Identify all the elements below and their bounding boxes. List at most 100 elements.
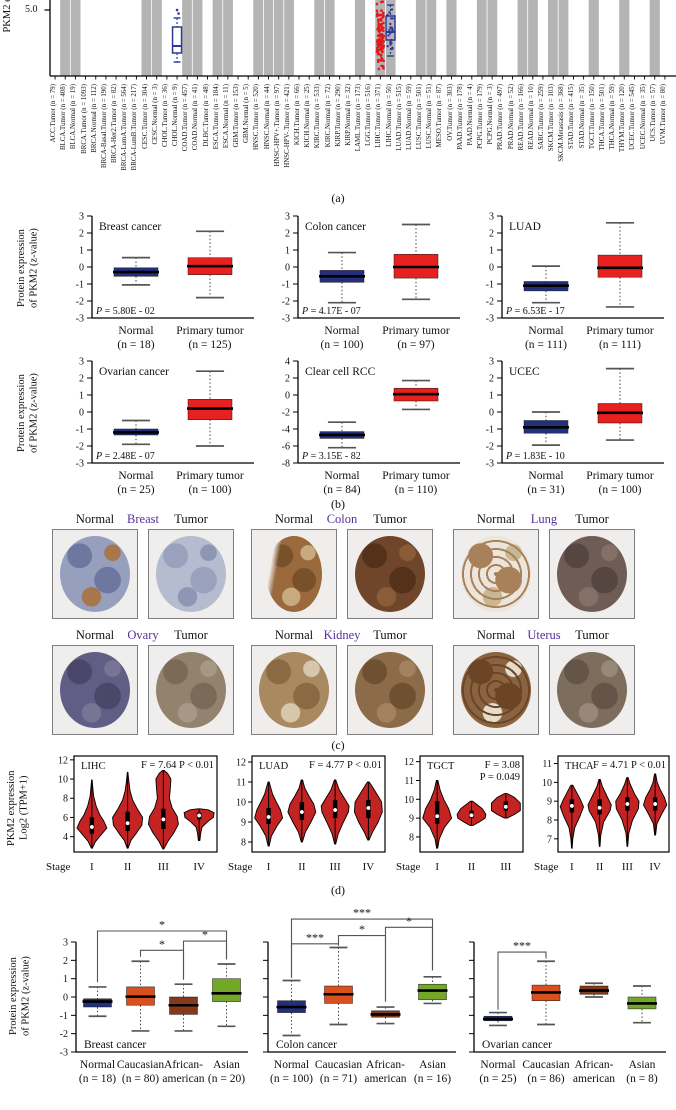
panel-a-x-tick-label: LIHC.Normal (n = 50) <box>385 84 393 147</box>
panel-a-x-tick-label: GBM.Normal (n = 5) <box>243 84 251 144</box>
panel-e-subplot-ovarian-cancer: *** Ovarian cancer Normal (n = 25) Caucasian… <box>462 896 672 1096</box>
svg-text:THCA: THCA <box>565 761 594 772</box>
svg-text:TGCT: TGCT <box>427 761 455 772</box>
panel-a-x-tick-label: BLCA.Tumor (n = 408) <box>60 84 68 151</box>
svg-text:P = 5.80E - 02: P = 5.80E - 02 <box>95 306 155 317</box>
panel-a-x-tick-label: PAAD.Tumor (n = 178) <box>456 84 464 150</box>
panel-c-colon-normal-image <box>251 529 337 619</box>
panel-a-x-tick-label: ESCA.Tumor (n = 184) <box>212 84 220 150</box>
panel-c-pair-ovary: Normal Ovary Tumor <box>52 628 234 740</box>
svg-text:1: 1 <box>285 246 290 257</box>
svg-text:Normal: Normal <box>274 1059 309 1071</box>
panel-d-y-axis-label: PKM2 expression Log2 (TPM+1) <box>6 770 30 846</box>
panel-a-x-tick-label: STAD.Normal (n = 35) <box>578 84 586 149</box>
svg-text:-4: -4 <box>282 425 290 436</box>
panel-b-subplot-ucec: 3 2 1 0 -1 -2 -3 UCEC P = 1.83E - 10 Normal (n = 3… <box>462 357 672 501</box>
panel-a-y-tick-label: 5.0 <box>25 4 38 15</box>
svg-text:6: 6 <box>63 813 68 824</box>
svg-text:(n = 71): (n = 71) <box>320 1073 357 1085</box>
svg-text:Asian: Asian <box>629 1059 656 1071</box>
svg-text:-2: -2 <box>486 442 494 453</box>
svg-text:(n = 100): (n = 100) <box>321 339 364 351</box>
svg-text:-3: -3 <box>486 459 494 470</box>
panel-c-kidney-tumor-image <box>347 645 433 735</box>
panel-d-subplot-tgct: 12 11 10 9 8 I II III TGCT F = 3.08 P = 0.049 Stage <box>394 752 528 882</box>
svg-text:american: american <box>364 1073 406 1085</box>
svg-text:0: 0 <box>285 391 290 402</box>
panel-b-caption: (b) <box>331 497 345 511</box>
panel-a-x-tick-label: BRCA.Tumor (n = 1093) <box>80 84 88 154</box>
svg-text:1: 1 <box>63 974 68 985</box>
tissue-core <box>266 536 322 612</box>
svg-text:0: 0 <box>285 263 290 274</box>
panel-a-x-tick-label: HNSC.Normal (n = 44) <box>263 84 271 150</box>
panel-e-race-boxplots: Protein expression of PKM2 (z-value) 3 2 1… <box>0 896 676 1110</box>
svg-text:3: 3 <box>489 212 494 223</box>
panel-c-pair-header: Normal Lung Tumor <box>453 512 635 527</box>
svg-text:IV: IV <box>193 861 205 873</box>
tissue-core <box>461 652 531 728</box>
panel-c-pair-breast: Normal Breast Tumor <box>52 512 234 624</box>
svg-text:1: 1 <box>79 246 84 257</box>
panel-a-x-tick-label: KIRP.Tumor (n = 290) <box>334 84 342 147</box>
svg-text:II: II <box>468 861 476 873</box>
panel-e-subplot-breast-cancer: 3 2 1 0 -1 -2 -3 * * * Breast cancer Normal (n = 18)… <box>40 896 254 1096</box>
svg-text:american: american <box>573 1073 615 1085</box>
panel-a-pan-cancer-plot: PKM2 ex 5.0 ACC.Tumor (n = 79) BLCA.Tumor… <box>0 0 676 208</box>
svg-text:(n = 100): (n = 100) <box>189 484 232 496</box>
panel-c-pair-header: Normal Breast Tumor <box>52 512 234 527</box>
tissue-label: Uterus <box>527 628 561 642</box>
svg-text:(n = 18): (n = 18) <box>79 1073 116 1085</box>
svg-text:-6: -6 <box>282 442 290 453</box>
svg-text:Ovarian cancer: Ovarian cancer <box>99 366 169 378</box>
svg-text:Colon cancer: Colon cancer <box>276 1039 337 1051</box>
normal-label: Normal <box>476 512 516 526</box>
svg-text:(n = 100): (n = 100) <box>270 1073 313 1085</box>
svg-text:10: 10 <box>58 775 68 786</box>
svg-text:-1: -1 <box>282 280 290 291</box>
svg-text:(n = 16): (n = 16) <box>414 1073 451 1085</box>
tissue-label: Ovary <box>127 628 159 642</box>
svg-text:*: * <box>159 918 165 932</box>
svg-text:-1: -1 <box>486 280 494 291</box>
svg-text:***: *** <box>513 939 531 953</box>
svg-text:*: * <box>359 922 365 936</box>
svg-text:-3: -3 <box>60 1048 68 1059</box>
svg-text:8: 8 <box>409 832 414 843</box>
svg-text:12: 12 <box>58 755 68 766</box>
svg-text:-3: -3 <box>486 314 494 325</box>
svg-text:III: III <box>158 861 169 873</box>
panel-a-x-tick-label: THCA.Tumor (n = 501) <box>598 84 606 151</box>
panel-a-x-tick-label: LIHC.Tumor (n = 371) <box>375 84 383 148</box>
svg-text:Normal: Normal <box>480 1059 515 1071</box>
svg-text:F = 7.64 P < 0.01: F = 7.64 P < 0.01 <box>141 760 214 771</box>
svg-text:3: 3 <box>489 357 494 368</box>
svg-text:Asian: Asian <box>419 1059 446 1071</box>
panel-c-pair-lung: Normal Lung Tumor <box>453 512 635 624</box>
normal-label: Normal <box>274 628 314 642</box>
tissue-core <box>557 536 627 612</box>
svg-text:Primary tumor: Primary tumor <box>382 325 450 337</box>
panel-a-x-tick-label: COAD.Normal (n = 41) <box>192 84 200 151</box>
tumor-label: Tumor <box>575 512 609 526</box>
svg-text:0: 0 <box>79 408 84 419</box>
svg-text:0: 0 <box>489 408 494 419</box>
svg-text:7: 7 <box>547 834 552 845</box>
svg-text:(n = 111): (n = 111) <box>599 339 641 351</box>
svg-text:-2: -2 <box>282 408 290 419</box>
panel-a-x-tick-label: BRCA-Basal.Tumor (n = 190) <box>100 84 108 169</box>
tissue-label: Colon <box>326 512 358 526</box>
panel-a-x-tick-label: CESC.Normal (n = 3) <box>151 84 159 145</box>
svg-text:3: 3 <box>79 212 84 223</box>
svg-text:I: I <box>435 861 439 873</box>
panel-c-pair-kidney: Normal Kidney Tumor <box>251 628 433 740</box>
svg-text:Primary tumor: Primary tumor <box>586 470 654 482</box>
svg-text:2: 2 <box>489 374 494 385</box>
svg-text:1: 1 <box>489 391 494 402</box>
tissue-label: Kidney <box>323 628 361 642</box>
svg-text:0: 0 <box>489 263 494 274</box>
panel-b-row1-y-axis-label: Protein expression of PKM2 (z-value) <box>16 228 40 308</box>
svg-text:Normal: Normal <box>324 470 359 482</box>
svg-text:***: *** <box>306 930 324 944</box>
panel-a-x-tick-label: BRCA.Normal (n = 112) <box>90 84 98 153</box>
